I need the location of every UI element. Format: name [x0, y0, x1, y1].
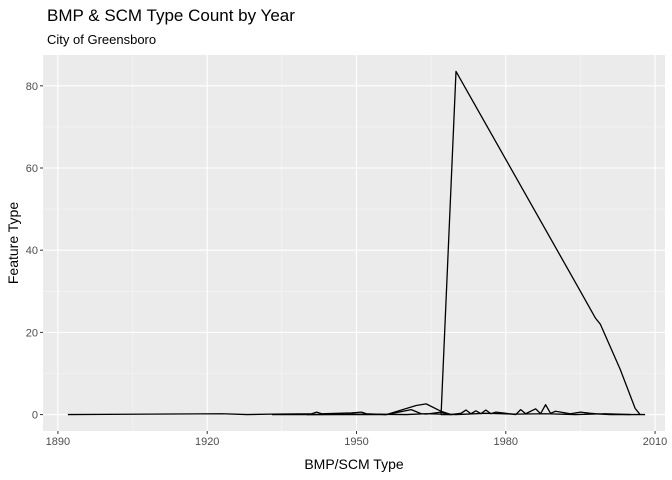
y-tick-label: 0 — [32, 410, 38, 422]
y-tick-label: 80 — [26, 81, 38, 93]
chart-title: BMP & SCM Type Count by Year — [47, 6, 295, 25]
x-tick-label: 1980 — [494, 436, 518, 448]
y-tick-label: 60 — [26, 163, 38, 175]
y-tick-label: 20 — [26, 327, 38, 339]
series-line — [67, 70, 641, 416]
y-axis-title: Feature Type — [5, 202, 21, 284]
x-tick-label: 1920 — [195, 436, 219, 448]
x-tick-label: 1950 — [344, 436, 368, 448]
series-layer — [67, 70, 646, 416]
x-axis-title: BMP/SCM Type — [304, 456, 404, 472]
series-line — [306, 412, 631, 416]
y-tick-label: 40 — [26, 245, 38, 257]
axes: 1890 1920 1950 1980 2010 0 20 40 60 80 — [26, 81, 668, 448]
x-tick-label: 1890 — [46, 436, 70, 448]
x-tick-label: 2010 — [643, 436, 667, 448]
plot-panel — [43, 55, 665, 431]
chart-subtitle: City of Greensboro — [47, 32, 156, 47]
series-line — [271, 404, 646, 416]
